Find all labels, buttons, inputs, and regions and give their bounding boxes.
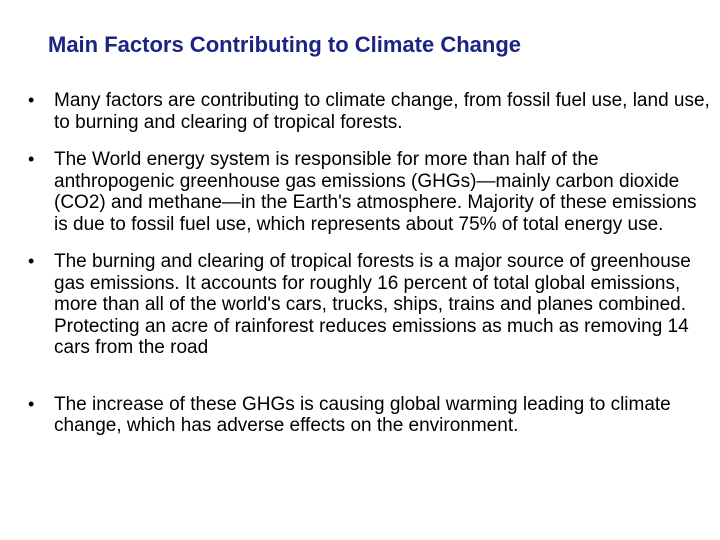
list-item: • The increase of these GHGs is causing … xyxy=(28,394,712,437)
bullet-list: • Many factors are contributing to clima… xyxy=(28,90,712,437)
bullet-text: Many factors are contributing to climate… xyxy=(54,90,710,133)
list-item: • Many factors are contributing to clima… xyxy=(28,90,712,133)
list-item: • The burning and clearing of tropical f… xyxy=(28,251,712,359)
bullet-marker: • xyxy=(28,90,35,110)
bullet-text: The World energy system is responsible f… xyxy=(54,149,697,235)
slide-title: Main Factors Contributing to Climate Cha… xyxy=(48,32,522,57)
bullet-marker: • xyxy=(28,251,35,271)
bullet-text: The increase of these GHGs is causing gl… xyxy=(54,393,671,437)
bullet-text: The burning and clearing of tropical for… xyxy=(54,251,691,358)
list-item: • The World energy system is responsible… xyxy=(28,149,712,235)
bullet-marker: • xyxy=(28,393,35,414)
bullet-marker: • xyxy=(28,149,35,169)
